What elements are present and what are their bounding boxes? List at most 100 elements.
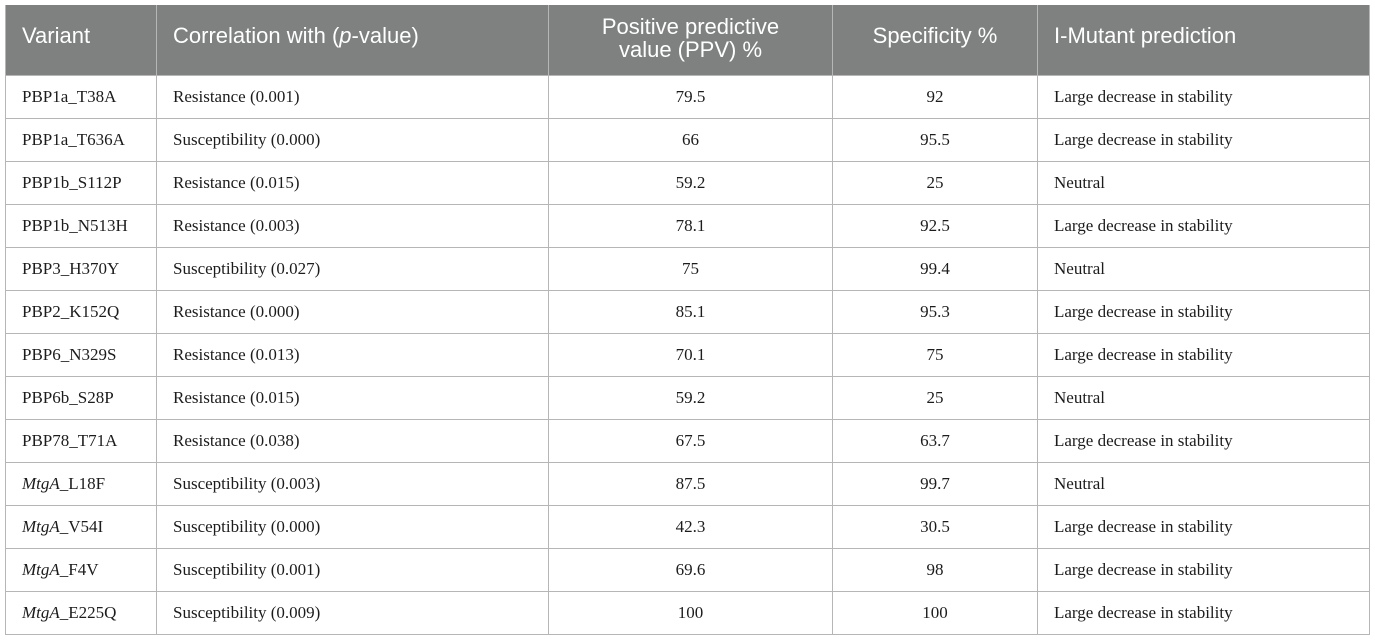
header-correlation-label: Correlation with (p-value) [173,24,532,47]
cell-prediction: Large decrease in stability [1037,118,1370,162]
cell-correlation: Resistance (0.003) [156,204,549,248]
cell-specificity: 99.7 [832,462,1038,506]
cell-prediction: Large decrease in stability [1037,290,1370,334]
cell-prediction: Large decrease in stability [1037,548,1370,592]
cell-prediction: Neutral [1037,161,1370,205]
cell-prediction: Large decrease in stability [1037,505,1370,549]
cell-ppv: 85.1 [548,290,833,334]
cell-ppv: 66 [548,118,833,162]
cell-variant: MtgA_F4V [5,548,157,592]
cell-ppv: 75 [548,247,833,291]
header-specificity: Specificity % [832,5,1038,76]
cell-specificity: 99.4 [832,247,1038,291]
cell-specificity: 95.3 [832,290,1038,334]
table-row: PBP78_T71A Resistance (0.038) 67.5 63.7 Larg… [5,419,1370,463]
cell-correlation: Susceptibility (0.027) [156,247,549,291]
cell-prediction: Large decrease in stability [1037,333,1370,377]
cell-variant: PBP3_H370Y [5,247,157,291]
variant-gene-name: MtgA [22,560,60,579]
table-row: MtgA_E225Q Susceptibility (0.009) 100 100 La… [5,591,1370,635]
table-row: PBP3_H370Y Susceptibility (0.027) 75 99.4 Ne… [5,247,1370,291]
cell-specificity: 92.5 [832,204,1038,248]
cell-ppv: 67.5 [548,419,833,463]
variant-gene-name: MtgA [22,517,60,536]
cell-ppv: 70.1 [548,333,833,377]
cell-correlation: Resistance (0.038) [156,419,549,463]
header-correlation-prefix: Correlation with ( [173,22,340,48]
cell-specificity: 98 [832,548,1038,592]
cell-variant: PBP6b_S28P [5,376,157,420]
table-row: PBP6_N329S Resistance (0.013) 70.1 75 Large … [5,333,1370,377]
variant-gene-name: MtgA [22,603,60,622]
table-row: PBP1a_T636A Susceptibility (0.000) 66 95.5 L… [5,118,1370,162]
data-table-container: Variant Correlation with (p-value) Posit… [5,5,1370,635]
cell-correlation: Susceptibility (0.001) [156,548,549,592]
variant-label: PBP2_K152Q [22,302,120,321]
cell-prediction: Neutral [1037,462,1370,506]
cell-correlation: Susceptibility (0.009) [156,591,549,635]
header-correlation: Correlation with (p-value) [156,5,549,76]
header-imutant: I-Mutant prediction [1037,5,1370,76]
cell-prediction: Large decrease in stability [1037,75,1370,119]
variant-label: PBP1a_T38A [22,87,117,106]
cell-specificity: 30.5 [832,505,1038,549]
cell-variant: PBP1a_T38A [5,75,157,119]
cell-variant: PBP2_K152Q [5,290,157,334]
variant-label: PBP78_T71A [22,431,118,450]
header-variant: Variant [5,5,157,76]
header-specificity-label: Specificity % [872,22,998,48]
cell-variant: MtgA_V54I [5,505,157,549]
cell-ppv: 100 [548,591,833,635]
table-row: PBP2_K152Q Resistance (0.000) 85.1 95.3 Larg… [5,290,1370,334]
cell-correlation: Susceptibility (0.003) [156,462,549,506]
table-header: Variant Correlation with (p-value) Posit… [5,5,1370,76]
variant-label: _L18F [59,474,106,493]
cell-correlation: Resistance (0.015) [156,161,549,205]
header-correlation-suffix: -value) [351,22,419,48]
table-row: MtgA_V54I Susceptibility (0.000) 42.3 30.5 L… [5,505,1370,549]
cell-variant: MtgA_E225Q [5,591,157,635]
cell-prediction: Neutral [1037,247,1370,291]
variant-label: _V54I [59,517,104,536]
cell-prediction: Large decrease in stability [1037,204,1370,248]
cell-specificity: 63.7 [832,419,1038,463]
cell-ppv: 78.1 [548,204,833,248]
variant-label: PBP1b_N513H [22,216,128,235]
cell-specificity: 25 [832,376,1038,420]
cell-variant: PBP78_T71A [5,419,157,463]
cell-correlation: Resistance (0.013) [156,333,549,377]
cell-ppv: 42.3 [548,505,833,549]
variant-table: Variant Correlation with (p-value) Posit… [5,5,1370,635]
header-ppv-line1: Positive predictive [601,14,780,39]
variant-gene-name: MtgA [22,474,60,493]
variant-label: _E225Q [59,603,117,622]
header-imutant-label: I-Mutant prediction [1054,22,1237,48]
header-row: Variant Correlation with (p-value) Posit… [5,5,1370,76]
table-row: MtgA_L18F Susceptibility (0.003) 87.5 99.7 N… [5,462,1370,506]
header-variant-label: Variant [22,22,91,48]
header-ppv-line2: value (PPV) % [618,37,763,62]
cell-specificity: 92 [832,75,1038,119]
variant-label: PBP6_N329S [22,345,117,364]
cell-correlation: Resistance (0.015) [156,376,549,420]
cell-ppv: 87.5 [548,462,833,506]
cell-variant: PBP6_N329S [5,333,157,377]
variant-label: PBP1a_T636A [22,130,125,149]
variant-label: PBP3_H370Y [22,259,120,278]
table-row: PBP1b_S112P Resistance (0.015) 59.2 25 Neutr… [5,161,1370,205]
variant-label: PBP6b_S28P [22,388,114,407]
header-correlation-p: p [339,22,352,48]
cell-ppv: 59.2 [548,376,833,420]
cell-variant: PBP1b_N513H [5,204,157,248]
cell-correlation: Resistance (0.001) [156,75,549,119]
cell-ppv: 79.5 [548,75,833,119]
cell-correlation: Susceptibility (0.000) [156,118,549,162]
table-row: PBP1b_N513H Resistance (0.003) 78.1 92.5 Lar… [5,204,1370,248]
cell-correlation: Susceptibility (0.000) [156,505,549,549]
header-ppv-label: Positive predictive value (PPV) % [565,15,816,61]
table-row: MtgA_F4V Susceptibility (0.001) 69.6 98 Larg… [5,548,1370,592]
cell-variant: MtgA_L18F [5,462,157,506]
cell-variant: PBP1a_T636A [5,118,157,162]
variant-label: PBP1b_S112P [22,173,122,192]
cell-variant: PBP1b_S112P [5,161,157,205]
